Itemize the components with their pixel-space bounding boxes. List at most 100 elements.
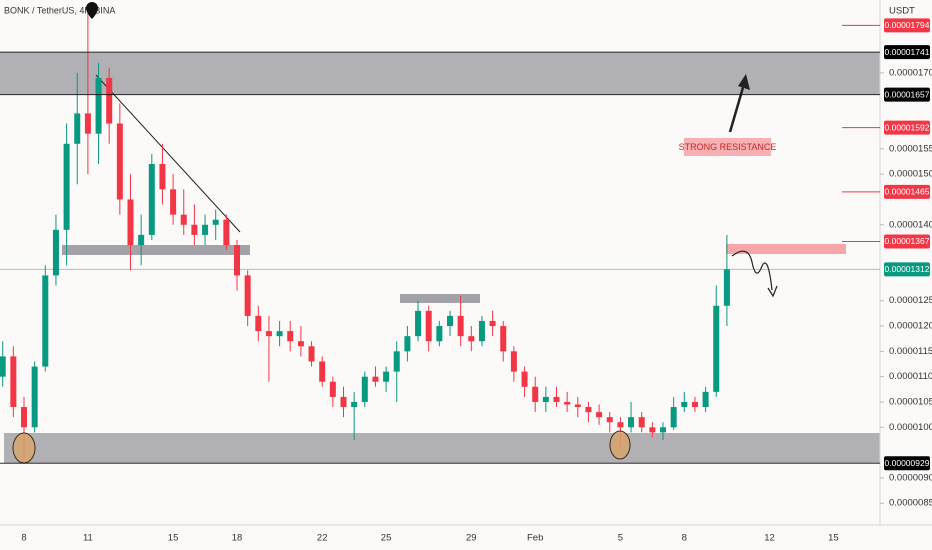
candle-body	[0, 356, 6, 377]
candle-body	[436, 326, 443, 342]
candle-body	[127, 199, 134, 246]
candle-body	[670, 407, 677, 428]
candle-body	[542, 396, 549, 402]
x-tick-label: 12	[764, 533, 775, 544]
candle-body	[84, 113, 91, 134]
candle-body	[21, 407, 27, 428]
price-tag	[884, 18, 930, 33]
price-tag-label: 0.00000929	[885, 458, 930, 468]
candle-body	[713, 305, 720, 392]
price-tag-label: 0.00001312	[885, 264, 930, 274]
candle-body	[361, 376, 368, 402]
price-tag	[884, 456, 930, 471]
arrow	[728, 83, 746, 133]
x-tick-label: 15	[828, 533, 839, 544]
candle-body	[202, 224, 209, 235]
annotation: STRONG RESISTANCE	[679, 142, 777, 152]
candle-body	[63, 143, 70, 230]
highlight-circle	[12, 432, 36, 464]
x-tick-label: 22	[317, 533, 328, 544]
x-tick-label: 25	[381, 533, 392, 544]
price-tag	[884, 262, 930, 277]
candle-body	[138, 234, 145, 246]
candle-body	[457, 315, 464, 337]
support-zone	[4, 433, 880, 463]
candle-body	[489, 320, 496, 327]
candle-body	[244, 275, 251, 316]
candle-body	[681, 401, 688, 408]
candle-body	[574, 404, 581, 408]
candle-body	[308, 346, 315, 362]
candle-body	[723, 269, 730, 306]
candle-body	[329, 381, 336, 397]
highlight-circle	[609, 430, 631, 460]
candle-body	[265, 331, 272, 337]
candle-body	[148, 164, 155, 235]
price-tag-label: 0.00001741	[885, 47, 930, 57]
candle-body	[74, 113, 81, 144]
x-tick-label: 11	[83, 533, 93, 544]
candle-body	[372, 376, 379, 382]
candle-body	[297, 341, 304, 347]
candle-body	[223, 219, 230, 246]
candle-body	[340, 396, 347, 408]
price-tag	[884, 120, 930, 135]
candle-body	[606, 417, 613, 423]
candle-body	[52, 229, 59, 276]
candle-body	[510, 351, 517, 372]
candle-body	[564, 401, 571, 405]
x-tick-label: Feb	[527, 533, 543, 544]
candle-body	[212, 219, 219, 225]
candle-body	[447, 315, 453, 327]
y-axis-unit: USDT	[889, 6, 915, 17]
candles	[0, 7, 730, 463]
candle-body	[702, 391, 709, 408]
marker-icon	[86, 2, 98, 19]
candle-body	[628, 417, 635, 428]
x-tick-label: 29	[466, 533, 477, 544]
candle-body	[106, 77, 113, 124]
candle-body	[191, 224, 198, 235]
candle-body	[691, 401, 698, 408]
candle-body	[478, 320, 485, 342]
resistance-box-red	[726, 244, 846, 254]
candle-body	[351, 401, 358, 408]
candle-body	[649, 427, 656, 433]
x-tick-label: 8	[682, 533, 687, 544]
y-tick-label: 0.00000850	[889, 498, 932, 509]
candle-body	[255, 315, 262, 332]
candle-body	[287, 331, 294, 342]
price-tag-label: 0.00001794	[885, 20, 930, 30]
annotation-box	[684, 138, 771, 156]
price-tag	[884, 45, 930, 60]
price-tag-label: 0.00001657	[885, 89, 930, 99]
candle-body	[638, 417, 645, 428]
resistance-zone	[0, 52, 880, 95]
price-tag-label: 0.00001465	[885, 187, 930, 197]
candle-body	[31, 366, 38, 428]
candle-body	[42, 275, 49, 367]
candle-body	[415, 310, 422, 337]
candle-body	[180, 214, 187, 225]
candle-body	[585, 407, 592, 413]
candle-body	[383, 371, 390, 382]
candle-body	[234, 245, 240, 276]
x-tick-label: 8	[21, 533, 26, 544]
candle-body	[500, 326, 507, 352]
candle-body	[468, 336, 475, 342]
candle-body	[159, 164, 166, 190]
candle-body	[116, 123, 123, 200]
candle-body	[319, 361, 326, 382]
candle-body	[596, 412, 603, 418]
support-box	[62, 245, 250, 255]
